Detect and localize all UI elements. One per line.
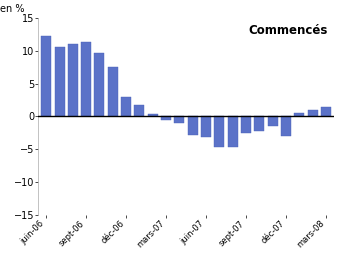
Bar bbox=[254, 116, 264, 131]
Bar bbox=[174, 116, 184, 123]
Bar bbox=[81, 42, 91, 116]
Bar bbox=[281, 116, 291, 136]
Bar bbox=[321, 107, 331, 116]
Bar bbox=[148, 114, 158, 116]
Bar bbox=[308, 110, 317, 116]
Bar bbox=[241, 116, 251, 133]
Bar bbox=[41, 36, 51, 116]
Bar bbox=[108, 67, 118, 116]
Text: en %: en % bbox=[0, 4, 24, 14]
Bar bbox=[227, 116, 238, 147]
Bar bbox=[54, 47, 65, 116]
Bar bbox=[95, 53, 104, 116]
Bar bbox=[68, 44, 78, 116]
Bar bbox=[214, 116, 224, 147]
Bar bbox=[201, 116, 211, 137]
Text: Commencés: Commencés bbox=[248, 24, 328, 37]
Bar bbox=[268, 116, 277, 126]
Bar bbox=[188, 116, 198, 135]
Bar bbox=[294, 113, 304, 116]
Bar bbox=[135, 105, 144, 116]
Bar bbox=[121, 97, 131, 116]
Bar bbox=[161, 116, 171, 120]
